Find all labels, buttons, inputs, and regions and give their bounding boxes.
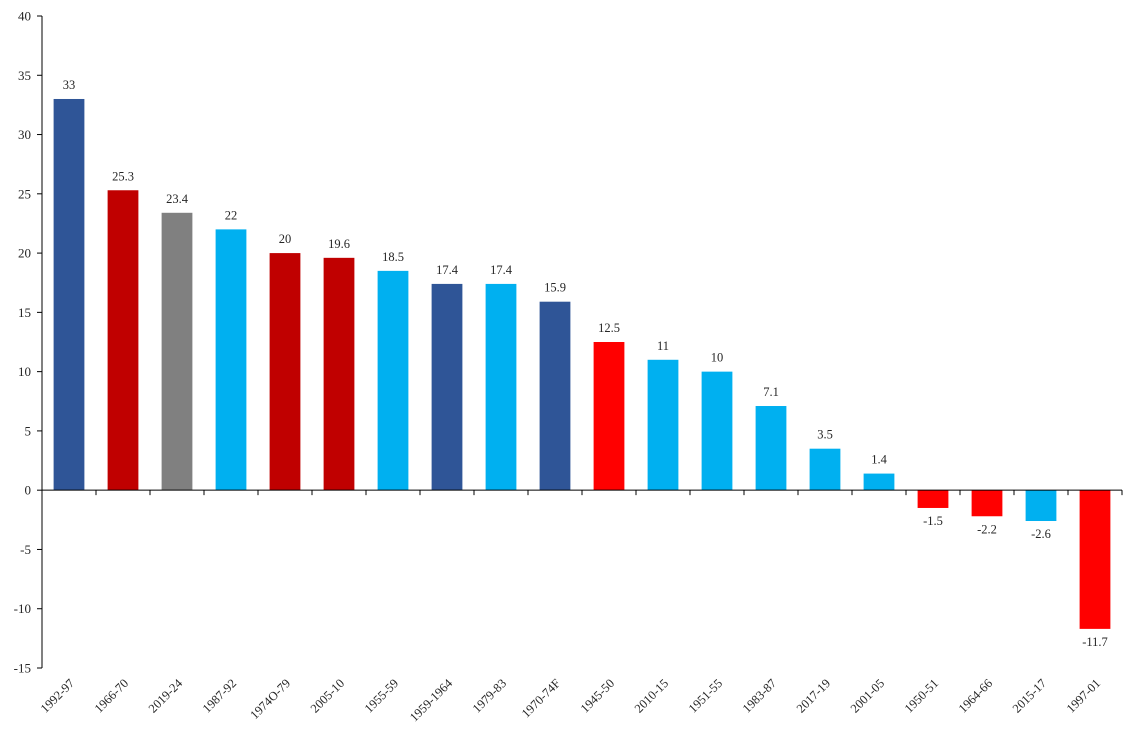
x-category-label: 1955-59 <box>362 676 401 715</box>
bar-1997-01 <box>1079 490 1111 629</box>
x-category-label: 2015-17 <box>1010 676 1049 715</box>
bar-1959-1964 <box>431 283 463 491</box>
bar-1951-55 <box>701 371 733 491</box>
data-label: -2.2 <box>977 522 997 536</box>
data-label: 33 <box>63 78 76 92</box>
y-tick-label: 30 <box>18 127 31 142</box>
data-label: 7.1 <box>763 385 779 399</box>
bar-1979-83 <box>485 283 517 491</box>
bar-1945-50 <box>593 342 625 491</box>
x-category-label: 2017-19 <box>794 676 833 715</box>
data-label: 25.3 <box>112 169 134 183</box>
x-category-label: 1959-1964 <box>407 676 456 725</box>
bar-1992-97 <box>53 98 85 491</box>
data-label: 11 <box>657 339 669 353</box>
y-tick-label: 20 <box>18 246 31 261</box>
data-label: 22 <box>225 208 238 222</box>
x-category-label: 2001-05 <box>848 676 887 715</box>
bar-2015-17 <box>1025 490 1057 522</box>
y-tick-label: -15 <box>14 661 31 676</box>
x-category-label: 1951-55 <box>686 676 725 715</box>
data-label: 19.6 <box>328 237 350 251</box>
bar-2019-24 <box>161 212 193 491</box>
x-category-label: 2005-10 <box>308 676 347 715</box>
bar-2001-05 <box>863 473 895 491</box>
bar-1970-74F <box>539 301 571 491</box>
bar-1987-92 <box>215 229 247 491</box>
bar-1966-70 <box>107 190 139 491</box>
data-label: -1.5 <box>923 514 943 528</box>
x-category-label: 2010-15 <box>632 676 671 715</box>
bar-2005-10 <box>323 257 355 491</box>
x-category-label: 1966-70 <box>92 676 131 715</box>
data-label: 12.5 <box>598 321 620 335</box>
x-category-label: 1964-66 <box>956 676 995 715</box>
x-axis <box>41 489 1123 496</box>
data-label: 17.4 <box>490 263 513 277</box>
y-tick-label: 40 <box>18 9 31 24</box>
bar-2017-19 <box>809 448 841 491</box>
data-label: -11.7 <box>1082 635 1108 649</box>
x-category-label: 1983-87 <box>740 676 779 715</box>
x-category-label: 1970-74F <box>519 676 563 720</box>
data-labels-group: 33 25.3 23.4 22 20 19.6 18.5 17.4 17.4 15.9 12.5 11… <box>63 78 1108 649</box>
data-label: 15.9 <box>544 281 566 295</box>
y-tick-label: 10 <box>18 364 31 379</box>
bar-1950-51 <box>917 490 949 508</box>
data-label: 23.4 <box>166 192 189 206</box>
data-label: 10 <box>711 351 724 365</box>
data-label: 1.4 <box>871 453 887 467</box>
x-category-label: 1997-01 <box>1064 676 1103 715</box>
y-tick-label: 35 <box>18 68 31 83</box>
y-tick-label: -10 <box>14 601 31 616</box>
bar-2010-15 <box>647 359 679 491</box>
x-category-label: 1979-83 <box>470 676 509 715</box>
y-tick-label: 15 <box>18 305 31 320</box>
data-label: 20 <box>279 232 292 246</box>
data-label: 17.4 <box>436 263 459 277</box>
y-tick-label: 0 <box>25 483 32 498</box>
data-label: 3.5 <box>817 428 833 442</box>
y-axis: -15 -10 -5 0 5 10 15 20 25 30 35 40 <box>14 9 43 676</box>
bar-1974O-79 <box>269 253 301 491</box>
y-tick-label: -5 <box>20 542 31 557</box>
bar-1983-87 <box>755 406 787 491</box>
x-category-label: 2019-24 <box>146 676 186 716</box>
category-labels-group: 1992-97 1966-70 2019-24 1987-92 1974O-79 2005… <box>38 676 1103 725</box>
x-category-label: 1974O-79 <box>247 676 293 722</box>
data-label: -2.6 <box>1031 527 1051 541</box>
bar-1955-59 <box>377 270 409 491</box>
x-category-label: 1945-50 <box>578 676 617 715</box>
x-category-label: 1987-92 <box>200 676 239 715</box>
y-tick-label: 25 <box>18 186 31 201</box>
bars-group <box>53 98 1111 629</box>
bar-1964-66 <box>971 490 1003 517</box>
y-tick-label: 5 <box>25 423 32 438</box>
x-category-label: 1950-51 <box>902 676 941 715</box>
data-label: 18.5 <box>382 250 404 264</box>
x-category-label: 1992-97 <box>38 676 77 715</box>
